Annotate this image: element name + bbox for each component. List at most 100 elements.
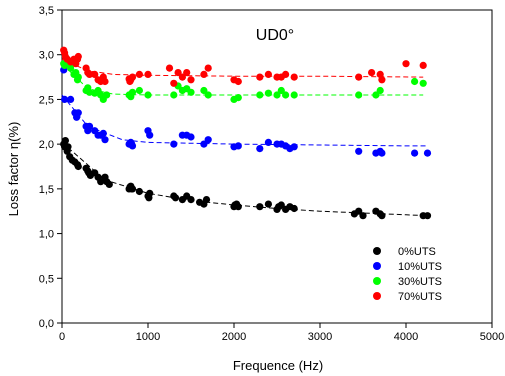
data-point xyxy=(355,91,363,99)
data-point xyxy=(264,89,272,97)
data-point xyxy=(359,212,367,220)
data-point xyxy=(67,64,75,72)
data-point xyxy=(178,73,186,81)
data-point xyxy=(187,76,195,84)
data-point xyxy=(67,95,75,103)
y-tick-label: 3,0 xyxy=(39,50,54,62)
data-point xyxy=(128,73,137,81)
data-point xyxy=(146,131,154,139)
data-point xyxy=(64,143,72,151)
legend-marker xyxy=(373,292,381,300)
data-point xyxy=(376,86,384,95)
data-point xyxy=(204,91,212,99)
y-axis-label: Loss factor η(%) xyxy=(6,122,21,217)
data-point xyxy=(74,109,82,117)
data-point xyxy=(165,64,174,72)
x-tick-label: 3000 xyxy=(308,331,332,343)
data-point xyxy=(128,142,137,150)
data-point xyxy=(99,129,107,137)
data-point xyxy=(128,185,137,193)
data-point xyxy=(290,91,298,99)
data-point xyxy=(419,61,427,69)
data-point xyxy=(402,60,410,68)
legend-label: 70%UTS xyxy=(398,291,442,303)
legend-marker xyxy=(373,262,381,270)
data-point xyxy=(61,137,69,145)
x-tick-label: 5000 xyxy=(480,331,504,343)
y-tick-label: 1,5 xyxy=(39,184,54,196)
x-tick-label: 4000 xyxy=(394,331,418,343)
data-point xyxy=(256,145,264,153)
data-point xyxy=(97,178,105,186)
legend-label: 10%UTS xyxy=(398,261,442,273)
data-point xyxy=(277,86,285,95)
data-point xyxy=(105,180,113,188)
data-point xyxy=(411,149,419,157)
data-point xyxy=(290,143,298,151)
data-point xyxy=(423,212,432,220)
data-point xyxy=(419,79,427,87)
legend-marker xyxy=(373,277,381,285)
data-point xyxy=(74,162,82,171)
data-point xyxy=(264,138,272,146)
data-point xyxy=(187,88,195,96)
data-point xyxy=(368,69,376,77)
plot-area: 0 1000 2000 3000 4000 5000 0,0 0,5 1,0 1,5 2,0 2,5 3… xyxy=(39,5,505,343)
data-point xyxy=(128,88,137,96)
data-point xyxy=(273,91,281,99)
legend: 0%UTS 10%UTS 30%UTS 70%UTS xyxy=(373,246,442,303)
data-point xyxy=(282,91,290,99)
data-point xyxy=(200,140,208,148)
x-tick-label: 2000 xyxy=(222,331,246,343)
data-point xyxy=(423,149,432,157)
data-point xyxy=(85,122,94,130)
y-tick-label: 2,5 xyxy=(39,94,54,106)
data-point xyxy=(376,70,384,78)
data-point xyxy=(256,73,264,81)
data-point xyxy=(101,136,109,144)
data-point xyxy=(174,69,182,77)
y-tick-label: 0,0 xyxy=(39,318,54,330)
data-point xyxy=(170,91,178,99)
y-tick-label: 1,0 xyxy=(39,229,54,241)
data-point xyxy=(355,207,363,215)
data-point xyxy=(187,133,195,141)
data-point xyxy=(61,95,69,103)
x-axis-label: Frequence (Hz) xyxy=(233,358,323,373)
data-point xyxy=(74,52,82,61)
x-tick-label: 1000 xyxy=(136,331,160,343)
data-point xyxy=(200,70,208,78)
trend-line xyxy=(61,94,428,147)
data-point xyxy=(85,70,94,78)
data-point xyxy=(355,147,363,155)
data-point xyxy=(378,149,386,157)
data-point xyxy=(146,189,154,197)
data-point xyxy=(264,70,272,78)
data-point xyxy=(256,203,264,211)
data-point xyxy=(234,203,242,211)
data-point xyxy=(355,73,363,81)
data-point xyxy=(103,91,111,99)
data-point xyxy=(91,70,99,78)
data-point xyxy=(204,136,212,144)
data-point xyxy=(234,77,242,86)
y-tick-label: 3,5 xyxy=(39,5,54,17)
data-point xyxy=(187,196,195,204)
data-point xyxy=(256,91,264,99)
data-point xyxy=(200,86,208,95)
data-point xyxy=(378,212,386,220)
data-point xyxy=(290,204,298,213)
data-point xyxy=(411,77,419,86)
data-point xyxy=(277,201,285,209)
data-point xyxy=(170,79,178,87)
data-point xyxy=(170,140,178,148)
legend-marker xyxy=(373,247,381,255)
data-point xyxy=(74,73,82,81)
chart-title: UD0° xyxy=(256,27,294,44)
plot-frame xyxy=(61,9,493,324)
data-point xyxy=(264,200,272,208)
legend-label: 0%UTS xyxy=(398,246,436,258)
x-tick-label: 0 xyxy=(59,331,65,343)
data-point xyxy=(135,70,143,78)
